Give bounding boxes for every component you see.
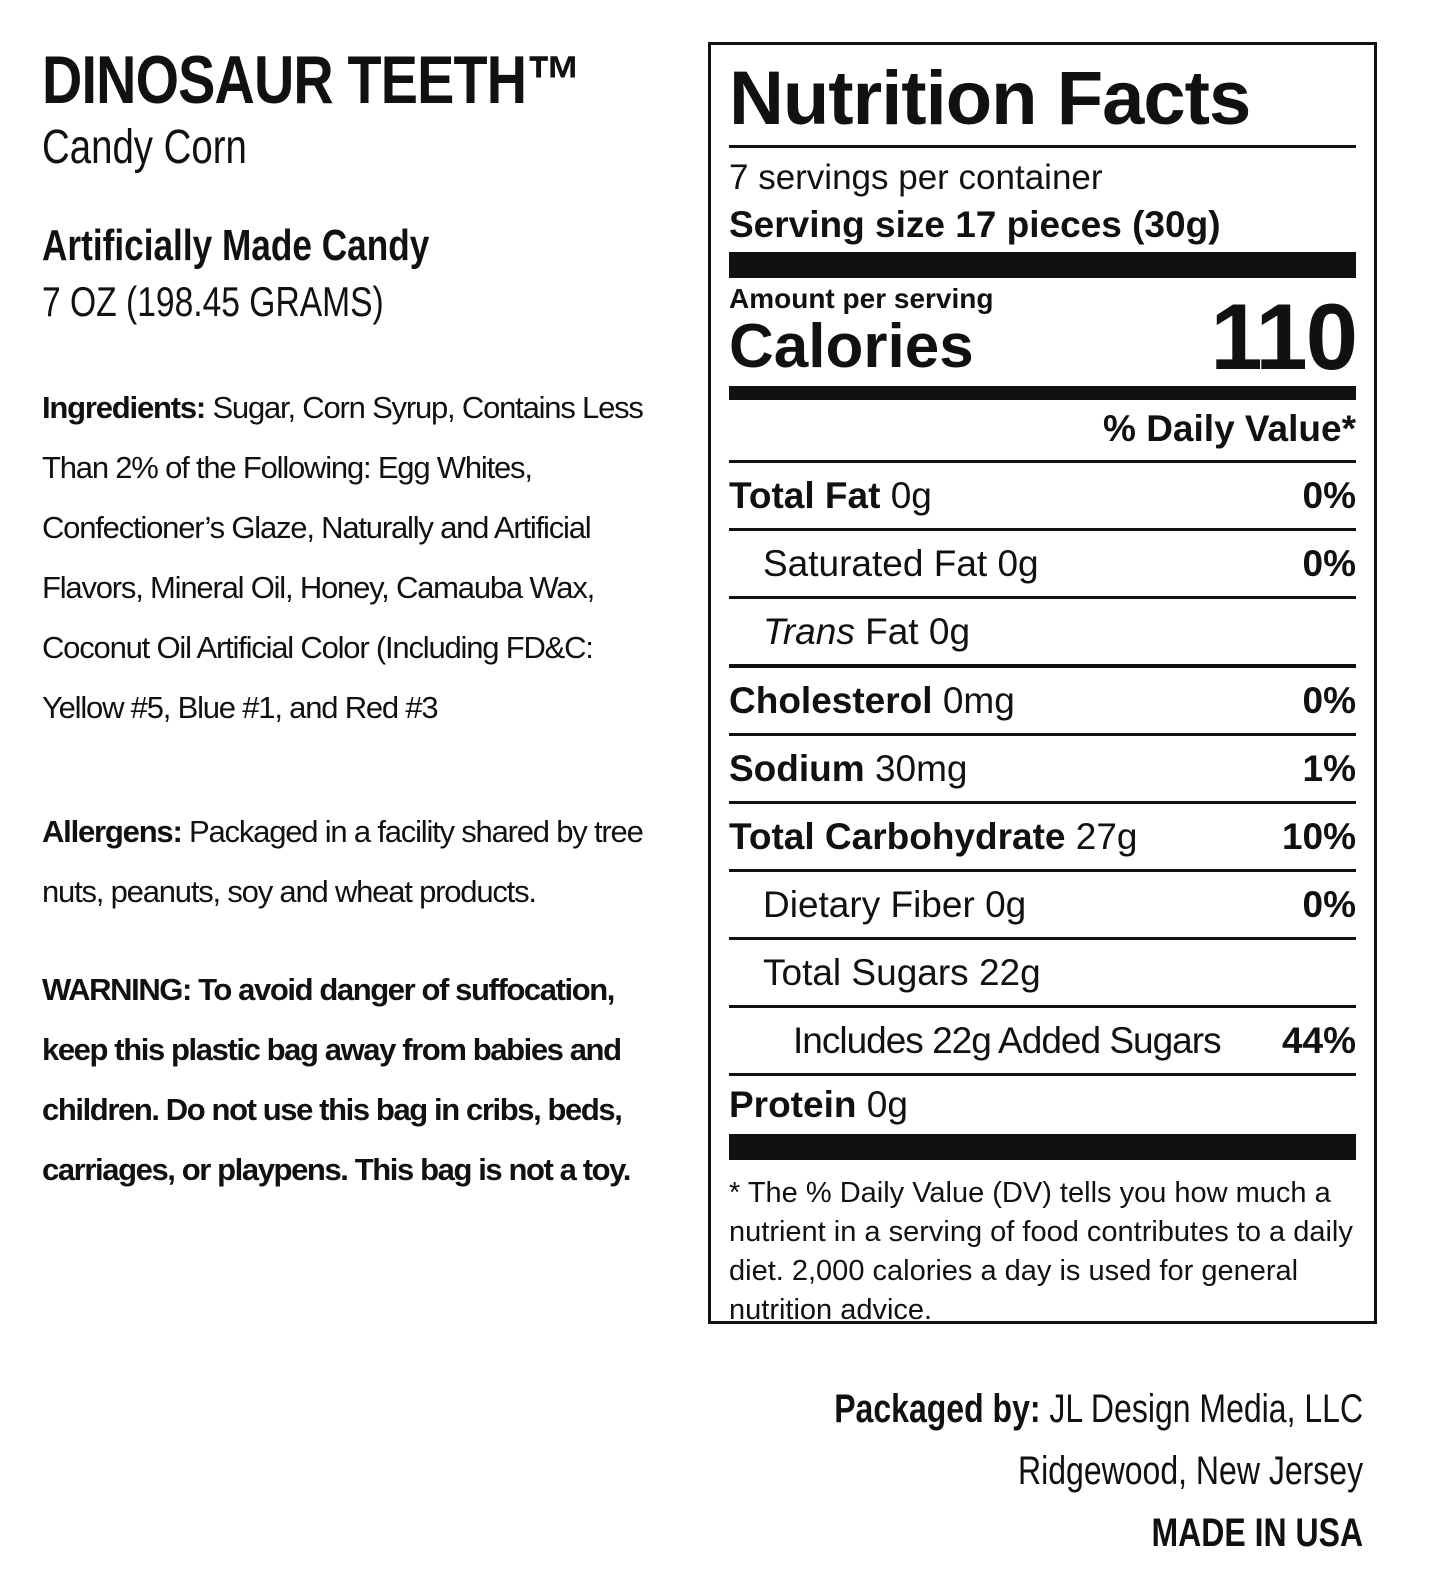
nutrient-amount: 0mg <box>942 679 1015 721</box>
serving-size: Serving size 17 pieces (30g) <box>729 204 1221 245</box>
nutrient-row: Sodium 30mg 1% <box>729 733 1356 801</box>
product-subtitle: Candy Corn <box>42 121 247 174</box>
origin: MADE IN USA <box>1151 1511 1363 1555</box>
nutrient-amount: 0g <box>928 610 971 652</box>
calories-row: Calories 110 <box>729 290 1358 384</box>
nutrient-dv: 0% <box>1302 474 1356 516</box>
nutrient-name: Total Fat <box>729 474 881 516</box>
footnote: * The % Daily Value (DV) tells you how m… <box>729 1177 1353 1326</box>
nutrient-dv: 0% <box>1302 883 1356 925</box>
divider <box>729 386 1356 400</box>
nutrient-name: Saturated Fat <box>763 542 988 584</box>
product-weight: 7 OZ (198.45 GRAMS) <box>42 278 384 325</box>
amount-label: Amount per serving <box>729 283 994 314</box>
nutrient-amount: 0g <box>985 883 1027 925</box>
nutrient-name: Sodium <box>729 747 865 789</box>
calories-value: 110 <box>1210 284 1358 389</box>
nutrient-dv: 0% <box>1302 542 1356 584</box>
nutrient-amount: 0g <box>890 474 932 516</box>
packager-location: Ridgewood, New Jersey <box>1017 1449 1363 1493</box>
nutrient-name-italic: Trans <box>763 610 855 652</box>
nutrient-amount: 0g <box>997 542 1039 584</box>
nutrient-dv: 0% <box>1302 679 1356 721</box>
nutrient-name: Protein <box>729 1084 857 1125</box>
nutrient-amount: 30mg <box>874 747 968 789</box>
packager: Packaged by: JL Design Media, LLC <box>834 1378 1363 1440</box>
nutrient-dv: 1% <box>1302 747 1356 789</box>
packager-company: JL Design Media, LLC <box>1049 1387 1363 1431</box>
nutrient-amount: 27g <box>1075 815 1138 857</box>
divider <box>729 252 1356 278</box>
servings: 7 servings per container <box>729 158 1103 197</box>
nutrient-dv: 10% <box>1281 815 1356 857</box>
nutrient-name: Cholesterol <box>729 679 933 721</box>
warning: WARNING: To avoid danger of suffocation,… <box>42 972 631 1187</box>
dv-header: % Daily Value* <box>1103 408 1356 449</box>
nutrient-row: Total Sugars 22g <box>729 937 1356 1005</box>
nutrient-row: Total Carbohydrate 27g 10% <box>729 801 1356 869</box>
nutrient-row: Trans Fat 0g <box>729 596 1356 664</box>
ingredients-text: Sugar, Corn Syrup, Contains Less Than 2%… <box>42 390 644 725</box>
allergens: Allergens: Packaged in a facility shared… <box>42 802 662 922</box>
nutrient-name: Dietary Fiber <box>763 883 975 925</box>
divider <box>729 1134 1356 1160</box>
nutrition-title: Nutrition Facts <box>729 56 1251 141</box>
ingredients: Ingredients: Sugar, Corn Syrup, Contains… <box>42 378 662 738</box>
product-type: Artificially Made Candy <box>42 221 430 270</box>
nutrient-row: Saturated Fat 0g 0% <box>729 528 1356 596</box>
packaging-info: Packaged by: JL Design Media, LLC Ridgew… <box>702 1378 1363 1564</box>
nutrient-name: Includes 22g Added Sugars <box>793 1019 1222 1061</box>
allergens-text: Packaged in a facility shared by tree nu… <box>42 814 644 909</box>
nutrient-dv: 44% <box>1281 1019 1356 1061</box>
calories-label: Calories <box>729 312 974 381</box>
product-name: DINOSAUR TEETH™ <box>42 42 582 118</box>
ingredients-label: Ingredients: <box>42 390 206 425</box>
nutrient-row: Cholesterol 0mg 0% <box>729 664 1356 733</box>
divider <box>729 145 1356 148</box>
packager-label: Packaged by: <box>834 1387 1041 1431</box>
allergens-label: Allergens: <box>42 814 183 849</box>
nutrient-row: Protein 0g <box>729 1073 1356 1134</box>
nutrient-amount: 0g <box>866 1084 908 1125</box>
nutrition-facts: Nutrition Facts 7 servings per container… <box>708 42 1377 1326</box>
product-info: DINOSAUR TEETH™ Candy Corn Artificially … <box>42 40 662 1200</box>
nutrient-row: Dietary Fiber 0g 0% <box>729 869 1356 937</box>
nutrient-amount: 22g <box>978 951 1041 993</box>
nutrient-row: Total Fat 0g 0% <box>729 460 1356 528</box>
nutrient-name: Total Sugars <box>763 951 969 993</box>
nutrient-name: Total Carbohydrate <box>729 815 1066 857</box>
nutrient-row: Includes 22g Added Sugars 44% <box>729 1005 1356 1073</box>
nutrient-name: Fat <box>865 610 919 652</box>
